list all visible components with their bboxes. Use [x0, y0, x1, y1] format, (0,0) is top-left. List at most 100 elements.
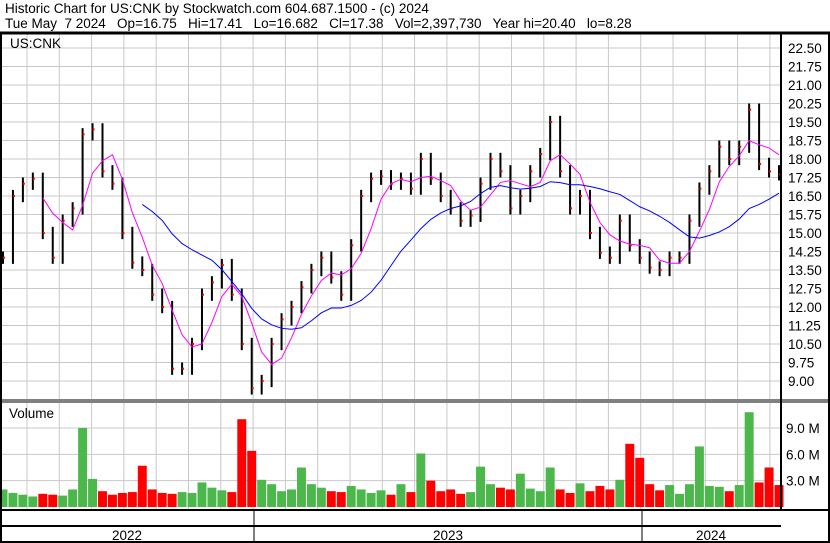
price-tick-label: 13.50 [788, 263, 822, 278]
volume-bar [88, 478, 98, 507]
close-mark [570, 207, 573, 210]
year-label-2022: 2022 [112, 528, 142, 543]
close-mark [500, 170, 503, 173]
volume-bar [157, 492, 167, 507]
volume-bar [167, 493, 177, 507]
volume-tick-label: 3.0 M [786, 474, 820, 489]
close-mark [22, 182, 25, 185]
volume-bar [575, 483, 585, 507]
volume-bar [515, 473, 525, 507]
symbol-label: US:CNK [10, 36, 61, 51]
volume-bar [595, 485, 605, 507]
close-mark [599, 251, 602, 254]
close-mark [211, 281, 214, 284]
close-mark [530, 170, 533, 173]
close-mark [480, 182, 483, 185]
volume-bar [0, 489, 8, 507]
close-mark [122, 232, 125, 234]
volume-bar [147, 489, 157, 507]
volume-bar [366, 492, 376, 507]
volume-bar [137, 465, 147, 507]
price-tick-label: 17.25 [788, 171, 822, 186]
close-mark [589, 232, 592, 234]
close-mark [709, 170, 712, 173]
close-mark [371, 177, 374, 180]
close-mark [271, 343, 274, 345]
close-mark [470, 214, 473, 217]
volume-bar [326, 491, 336, 507]
close-mark [769, 170, 772, 173]
close-mark [490, 158, 493, 160]
close-mark [132, 261, 135, 264]
close-mark [32, 177, 35, 180]
volume-bar [754, 482, 764, 507]
volume-tick-label: 6.0 M [786, 447, 820, 462]
volume-bar [426, 480, 436, 507]
price-tick-label: 14.25 [788, 245, 822, 260]
price-bars [2, 103, 781, 395]
close-mark [231, 293, 234, 296]
volume-bar [605, 489, 615, 507]
volume-bar [8, 492, 18, 507]
year-label-2023: 2023 [433, 528, 463, 543]
volume-bar [396, 484, 406, 507]
close-mark [440, 195, 443, 197]
close-mark [609, 256, 612, 259]
close-mark [430, 177, 433, 180]
close-mark [331, 276, 334, 279]
close-mark [192, 343, 195, 345]
volume-bar [625, 443, 635, 507]
price-tick-label: 9.00 [788, 374, 814, 389]
close-mark [42, 232, 45, 234]
price-tick-label: 12.00 [788, 300, 822, 315]
close-mark [520, 195, 523, 197]
price-tick-label: 20.25 [788, 97, 822, 112]
volume-bars [0, 412, 784, 507]
volume-bar [525, 488, 535, 507]
close-mark [719, 145, 722, 148]
close-mark [759, 162, 762, 165]
volume-bar [217, 490, 227, 507]
close-mark [102, 170, 105, 173]
long-moving-average [141, 181, 780, 330]
close-mark [400, 177, 403, 180]
close-mark [699, 187, 702, 190]
volume-bar [68, 489, 78, 507]
close-mark [162, 306, 165, 308]
price-tick-label: 18.75 [788, 134, 822, 149]
volume-bar [545, 467, 555, 507]
volume-bar [694, 446, 704, 507]
close-mark [301, 286, 304, 289]
close-mark [460, 219, 463, 222]
close-mark [321, 256, 324, 259]
price-tick-label: 11.25 [788, 319, 821, 334]
chart-title: Historic Chart for US:CNK by Stockwatch.… [5, 1, 429, 16]
volume-bar [267, 484, 277, 507]
price-tick-label: 18.00 [788, 152, 822, 167]
volume-bar [227, 492, 237, 507]
volume-bar [675, 493, 684, 507]
close-mark [3, 256, 5, 259]
price-tick-label: 15.00 [788, 226, 822, 241]
volume-bar [645, 484, 655, 507]
volume-bar [436, 491, 446, 507]
volume-bar [476, 466, 486, 507]
close-mark [351, 244, 354, 247]
close-mark [52, 256, 55, 259]
close-mark [749, 108, 752, 111]
close-mark [580, 195, 583, 197]
price-tick-label: 15.75 [788, 208, 822, 223]
volume-bar [287, 489, 296, 507]
price-tick-label: 22.50 [788, 41, 822, 56]
volume-bar [555, 489, 565, 507]
volume-bar [456, 493, 466, 507]
close-mark [251, 387, 254, 390]
volume-bar [495, 487, 505, 507]
close-mark [410, 187, 413, 190]
close-mark [550, 121, 553, 123]
price-tick-label: 21.75 [788, 60, 822, 75]
volume-bar [416, 453, 426, 507]
volume-bar [38, 493, 48, 507]
volume-bar [585, 491, 595, 507]
